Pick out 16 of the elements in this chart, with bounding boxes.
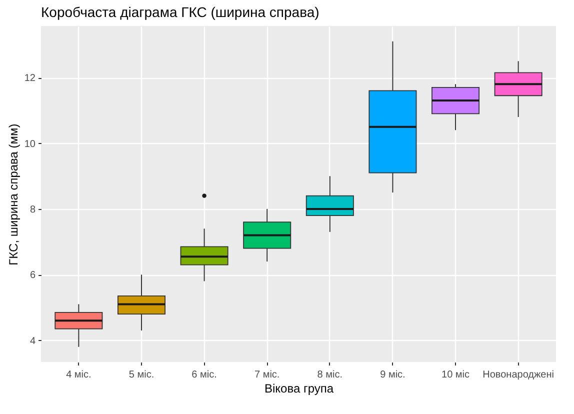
x-tick-label: 4 міс.: [66, 370, 92, 380]
x-tick-label: 10 міс: [442, 370, 470, 380]
y-tick-label: 12: [24, 73, 36, 84]
x-tick-label: Новонароджені: [482, 370, 554, 380]
chart-title: Коробчаста діаграма ГКС (ширина справа): [41, 4, 320, 20]
x-tick-label: 9 міс.: [380, 370, 406, 380]
y-tick-label: 4: [30, 336, 36, 347]
y-axis-title: ГКС, ширина справа (мм): [6, 124, 20, 266]
x-tick-label: 5 міс.: [128, 370, 154, 380]
y-tick-label: 10: [24, 138, 36, 150]
y-tick-label: 6: [30, 270, 36, 282]
y-tick-label: 8: [30, 204, 36, 216]
x-axis-title: Вікова група: [264, 382, 334, 396]
x-tick-label: 7 міс.: [254, 370, 280, 380]
x-tick-label: 8 міс.: [317, 370, 343, 380]
x-tick-label: 6 міс.: [192, 370, 217, 380]
